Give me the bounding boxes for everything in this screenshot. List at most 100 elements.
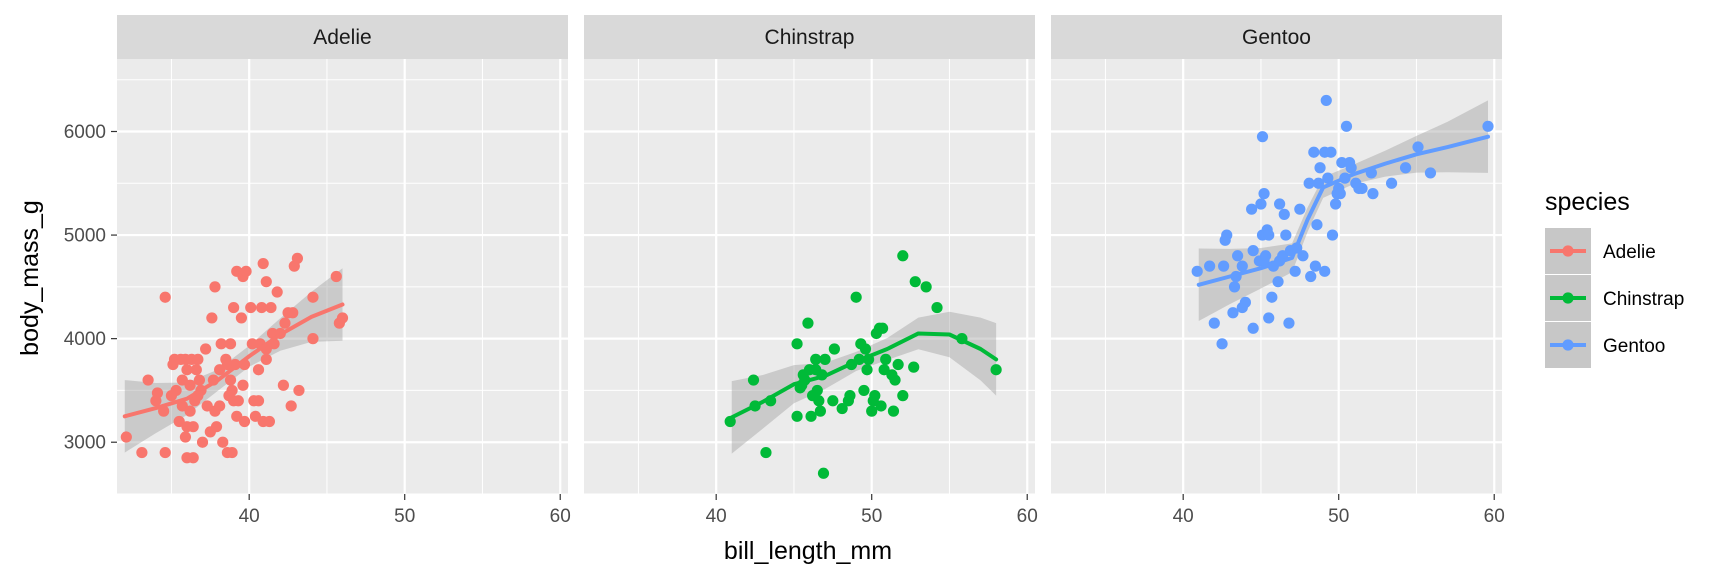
panel-background <box>584 59 1035 494</box>
legend-label: Adelie <box>1603 242 1656 263</box>
legend-key-point <box>1562 292 1574 304</box>
data-point <box>142 374 154 386</box>
data-point <box>235 312 248 324</box>
data-point <box>892 358 904 371</box>
facet-panel-gentoo: Gentoo 40 50 60 <box>1051 15 1505 527</box>
data-point <box>1319 265 1331 277</box>
legend-key-point <box>1562 245 1574 257</box>
data-point <box>206 312 218 324</box>
panels: 3000 4000 5000 6000 Adelie 40 50 60 Chinstrap 40 5… <box>64 15 1505 527</box>
y-tick-label: 5000 <box>64 226 106 247</box>
data-point <box>1385 177 1398 189</box>
data-point <box>285 400 297 412</box>
data-point <box>1311 219 1323 231</box>
data-point <box>802 317 814 329</box>
data-point <box>232 395 244 407</box>
data-point <box>844 390 856 402</box>
data-point <box>1236 260 1248 272</box>
data-point <box>209 281 221 293</box>
data-point <box>238 415 251 428</box>
data-point <box>187 452 199 464</box>
data-point <box>184 379 196 391</box>
data-point <box>1345 162 1357 174</box>
data-point <box>1303 177 1315 189</box>
facet-strip <box>584 15 1035 59</box>
data-point <box>228 301 240 314</box>
data-point <box>181 364 193 376</box>
data-point <box>193 374 206 386</box>
data-point <box>876 322 889 334</box>
legend-label: Gentoo <box>1603 336 1665 357</box>
data-point <box>1218 260 1230 272</box>
data-point <box>159 291 171 303</box>
data-point <box>1221 229 1233 241</box>
data-point <box>990 364 1002 376</box>
legend-key-point <box>1562 339 1574 351</box>
data-point <box>1272 276 1284 288</box>
data-point <box>813 395 825 407</box>
confidence-band <box>731 311 997 454</box>
data-point <box>1340 120 1353 132</box>
data-point <box>760 446 772 459</box>
data-point <box>1266 291 1278 303</box>
data-point <box>908 361 920 373</box>
x-tick-label: 40 <box>239 506 260 527</box>
data-point <box>1424 167 1437 179</box>
data-point <box>214 400 226 412</box>
data-point <box>1232 250 1244 262</box>
data-point <box>256 301 268 314</box>
data-point <box>196 436 209 448</box>
facet-strip <box>1051 15 1502 59</box>
facet-strip <box>117 15 568 59</box>
x-tick-label: 50 <box>1328 506 1349 527</box>
data-point <box>245 301 257 314</box>
data-point <box>1412 141 1424 153</box>
facet-strip-label: Chinstrap <box>765 26 855 49</box>
data-point <box>1228 281 1241 293</box>
data-point <box>291 252 303 264</box>
data-point <box>1256 131 1269 143</box>
data-point <box>257 257 269 270</box>
data-point <box>224 374 237 386</box>
data-point <box>1204 260 1216 272</box>
data-point <box>791 338 803 350</box>
data-point <box>279 317 291 329</box>
data-point <box>1314 162 1326 174</box>
legend: species Adelie Chinstrap Gentoo <box>1545 188 1684 368</box>
data-point <box>271 286 283 298</box>
data-point <box>1336 156 1348 169</box>
data-point <box>1260 250 1272 262</box>
data-point <box>246 338 258 350</box>
x-axis-title: bill_length_mm <box>724 537 892 565</box>
data-point <box>1280 229 1292 241</box>
data-point <box>897 250 909 262</box>
data-point <box>1191 265 1203 277</box>
data-point <box>869 390 881 402</box>
data-point <box>819 353 831 365</box>
data-point <box>170 384 182 397</box>
data-point <box>875 400 887 412</box>
data-point <box>1246 203 1258 215</box>
data-point <box>859 343 872 355</box>
data-point <box>307 333 319 345</box>
data-point <box>1278 208 1290 220</box>
data-point <box>827 395 839 407</box>
data-point <box>1247 322 1259 334</box>
smooth-line <box>1196 134 1490 287</box>
data-point <box>252 364 265 376</box>
data-point <box>120 431 132 443</box>
data-point <box>836 402 848 415</box>
data-point <box>811 384 823 397</box>
data-point <box>1227 307 1239 319</box>
data-point <box>1247 245 1259 257</box>
data-point <box>858 384 870 397</box>
data-point <box>1367 188 1379 200</box>
data-point <box>1356 182 1368 195</box>
data-point <box>1263 312 1275 324</box>
legend-key-chinstrap <box>1545 275 1591 321</box>
facet-strip-label: Gentoo <box>1242 26 1311 49</box>
data-point <box>187 421 199 433</box>
data-point <box>330 270 342 283</box>
data-point <box>920 281 932 293</box>
